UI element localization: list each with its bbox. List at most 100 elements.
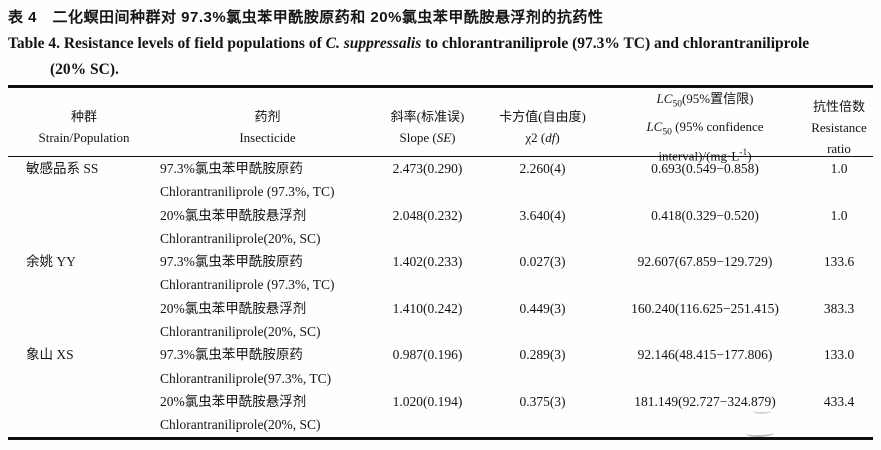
slope-value: 2.048(0.232) — [392, 207, 463, 223]
insecticide-cell: 97.3%氯虫苯甲酰胺原药 Chlorantraniliprole (97.3%… — [160, 157, 375, 204]
insecticide-cn: 97.3%氯虫苯甲酰胺原药 — [160, 347, 303, 363]
insecticide-en: Chlorantraniliprole(20%, SC) — [160, 230, 321, 246]
strain-cell: 象山 XS — [26, 347, 74, 363]
slope-en-post: ) — [451, 130, 456, 146]
header-resistance-ratio: 抗性倍数 Resistance ratio — [805, 96, 873, 159]
header-slope-en: Slope (SE) — [375, 127, 480, 148]
insecticide-cn: 20%氯虫苯甲酰胺悬浮剂 — [160, 393, 307, 409]
lc50-italic: LC — [656, 91, 673, 106]
resistance-ratio-value: 1.0 — [830, 161, 848, 176]
slope-value: 1.020(0.194) — [392, 393, 463, 409]
lc50-subscript: 50 — [672, 99, 682, 110]
slope-value: 0.987(0.196) — [392, 347, 463, 363]
lc50-value: 181.149(92.727−324.879) — [634, 393, 776, 409]
table-row: 20%氯虫苯甲酰胺悬浮剂 Chlorantraniliprole(20%, SC… — [8, 204, 873, 251]
artifact-smudge — [753, 409, 771, 414]
insecticide-cell: 97.3%氯虫苯甲酰胺原药 Chlorantraniliprole (97.3%… — [160, 250, 375, 297]
strain-cell-empty — [8, 297, 160, 344]
species-name-italic: C. suppressalis — [325, 35, 422, 52]
header-rr-en2: ratio — [827, 140, 851, 156]
strain-cell: 余姚 YY — [26, 254, 76, 270]
header-insecticide-en: Insecticide — [239, 130, 296, 146]
lc50-value: 160.240(116.625−251.415) — [631, 300, 779, 316]
header-strain: 种群 Strain/Population — [8, 106, 160, 148]
chi-square-value: 0.289(3) — [519, 347, 566, 363]
resistance-ratio-value: 1.0 — [830, 207, 848, 223]
lc50-unit-superscript: -1 — [739, 148, 748, 159]
insecticide-cell: 20%氯虫苯甲酰胺悬浮剂 Chlorantraniliprole(20%, SC… — [160, 390, 375, 437]
slope-value: 2.473(0.290) — [392, 161, 463, 176]
resistance-table: 种群 Strain/Population 药剂 Insecticide 斜率(标… — [8, 85, 873, 440]
header-lc50-line3: interval)/(mg·L-1) — [605, 143, 805, 166]
slope-value: 1.402(0.233) — [392, 254, 463, 270]
title-en-prefix: Table 4. Resistance levels of field popu… — [8, 35, 326, 52]
insecticide-cn: 20%氯虫苯甲酰胺悬浮剂 — [160, 300, 307, 316]
chi-square-value: 0.449(3) — [519, 300, 566, 316]
title-en-suffix: to chlorantraniliprole (97.3% TC) and ch… — [421, 35, 810, 52]
insecticide-en: Chlorantraniliprole(20%, SC) — [160, 417, 321, 433]
insecticide-en: Chlorantraniliprole(20%, SC) — [160, 323, 321, 339]
chi-square-value: 2.260(4) — [519, 161, 566, 176]
insecticide-en: Chlorantraniliprole (97.3%, TC) — [160, 277, 335, 293]
lc50-unit-post: ) — [747, 148, 752, 164]
strain-cell-empty — [8, 204, 160, 251]
header-slope: 斜率(标准误) Slope (SE) — [375, 106, 480, 148]
header-rr-en1: Resistance — [811, 119, 867, 135]
chi-en-post: ) — [555, 130, 560, 146]
table-row: 象山 XS 97.3%氯虫苯甲酰胺原药 Chlorantraniliprole(… — [8, 343, 873, 390]
header-lc50-line1: LC50(95%置信限) — [605, 88, 805, 116]
table-row: 20%氯虫苯甲酰胺悬浮剂 Chlorantraniliprole(20%, SC… — [8, 297, 873, 344]
insecticide-en: Chlorantraniliprole (97.3%, TC) — [160, 184, 335, 200]
lc50-value: 92.146(48.415−177.806) — [637, 347, 773, 363]
header-insecticide-cn: 药剂 — [254, 109, 281, 125]
table-body: 敏感品系 SS 97.3%氯虫苯甲酰胺原药 Chlorantraniliprol… — [8, 157, 873, 440]
header-chi-cn: 卡方值(自由度) — [499, 109, 586, 125]
lc50-value: 92.607(67.859−129.729) — [637, 254, 773, 270]
insecticide-cn: 97.3%氯虫苯甲酰胺原药 — [160, 254, 303, 270]
table-header-row: 种群 Strain/Population 药剂 Insecticide 斜率(标… — [8, 85, 873, 164]
header-strain-cn: 种群 — [70, 109, 97, 125]
strain-cell: 敏感品系 SS — [26, 161, 99, 176]
header-lc50: LC50(95%置信限) LC50 (95% confidence interv… — [605, 88, 805, 167]
insecticide-en: Chlorantraniliprole(97.3%, TC) — [160, 370, 332, 386]
resistance-ratio-value: 133.6 — [823, 254, 855, 270]
table-title-english-line2: (20% SC). — [50, 61, 119, 78]
table-title-chinese: 表 4 二化螟田间种群对 97.3%氯虫苯甲酰胺原药和 20%氯虫苯甲酰胺悬浮剂… — [8, 9, 604, 26]
header-slope-cn: 斜率(标准误) — [390, 109, 465, 125]
chi-square-value: 3.640(4) — [519, 207, 566, 223]
chi-square-value: 0.375(3) — [519, 393, 566, 409]
lc50-line2-rest: (95% confidence — [671, 118, 764, 134]
chi-square-value: 0.027(3) — [519, 254, 566, 270]
header-insecticide: 药剂 Insecticide — [160, 106, 375, 148]
resistance-ratio-value: 383.3 — [823, 300, 855, 316]
header-chi-square: 卡方值(自由度) χ2 (df) — [480, 106, 605, 148]
resistance-ratio-value: 133.0 — [823, 347, 855, 363]
header-strain-en: Strain/Population — [38, 130, 130, 146]
insecticide-cell: 97.3%氯虫苯甲酰胺原药 Chlorantraniliprole(97.3%,… — [160, 343, 375, 390]
slope-en-pre: Slope ( — [399, 130, 437, 146]
insecticide-cell: 20%氯虫苯甲酰胺悬浮剂 Chlorantraniliprole(20%, SC… — [160, 204, 375, 251]
insecticide-cn: 20%氯虫苯甲酰胺悬浮剂 — [160, 207, 307, 223]
table-title-english: Table 4. Resistance levels of field popu… — [8, 35, 877, 53]
lc50-unit-pre: interval)/(mg·L — [658, 148, 740, 164]
lc50-value: 0.418(0.329−0.520) — [651, 207, 759, 223]
chi-en-df-italic: df — [545, 130, 556, 146]
table-row: 余姚 YY 97.3%氯虫苯甲酰胺原药 Chlorantraniliprole … — [8, 250, 873, 297]
header-rr-cn: 抗性倍数 — [812, 98, 865, 114]
strain-cell-empty — [8, 390, 160, 437]
slope-value: 1.410(0.242) — [392, 300, 463, 316]
lc50-italic: LC — [646, 118, 663, 134]
resistance-ratio-value: 433.4 — [823, 393, 855, 409]
chi-en-pre: χ2 ( — [525, 130, 546, 146]
header-chi-en: χ2 (df) — [480, 127, 605, 148]
insecticide-cn: 97.3%氯虫苯甲酰胺原药 — [160, 161, 303, 176]
lc50-value: 0.693(0.549−0.858) — [651, 161, 759, 176]
table-row: 敏感品系 SS 97.3%氯虫苯甲酰胺原药 Chlorantraniliprol… — [8, 157, 873, 204]
slope-en-se-italic: SE — [436, 130, 452, 146]
table-row: 20%氯虫苯甲酰胺悬浮剂 Chlorantraniliprole(20%, SC… — [8, 390, 873, 437]
header-lc50-line2: LC50 (95% confidence — [605, 116, 805, 144]
lc50-subscript: 50 — [662, 127, 672, 138]
insecticide-cell: 20%氯虫苯甲酰胺悬浮剂 Chlorantraniliprole(20%, SC… — [160, 297, 375, 344]
lc50-line1-rest: (95%置信限) — [681, 91, 754, 106]
